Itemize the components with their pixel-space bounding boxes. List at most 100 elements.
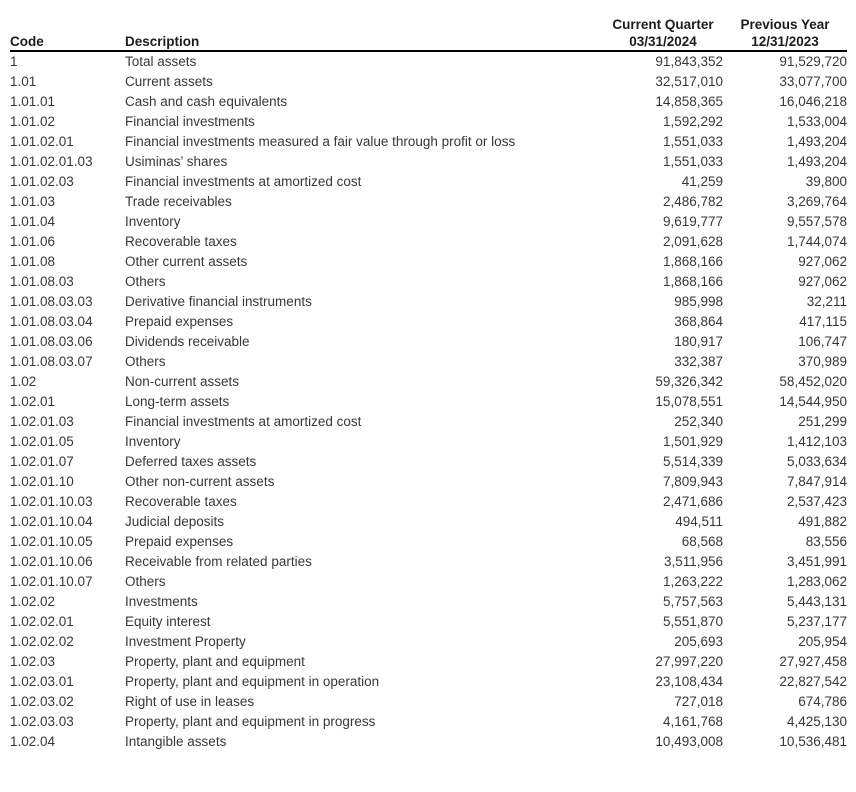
description-cell: Receivable from related parties	[125, 553, 312, 569]
description-cell: Non-current assets	[125, 373, 240, 389]
description-cell: Other current assets	[125, 253, 248, 269]
current-quarter-cell: 1,263,222	[662, 573, 723, 589]
code-cell: 1.02.01.03	[10, 413, 74, 429]
header-description: Description	[125, 16, 603, 52]
current-quarter-cell: 3,511,956	[663, 553, 723, 569]
description-cell: Prepaid expenses	[125, 533, 234, 549]
description-cell: Equity interest	[125, 613, 211, 629]
description-cell: Usiminas’ shares	[125, 153, 228, 169]
current-quarter-cell: 9,619,777	[662, 213, 723, 229]
previous-year-cell: 14,544,950	[779, 393, 847, 409]
current-quarter-cell: 32,517,010	[655, 73, 723, 89]
current-quarter-cell: 4,161,768	[662, 713, 723, 729]
description-cell: Deferred taxes assets	[125, 453, 257, 469]
code-cell: 1.02.01.10.05	[10, 533, 93, 549]
code-cell: 1.02.01.10.03	[10, 493, 93, 509]
table-row: 1.01.02 Financial investments 1,592,292 1,5…	[10, 111, 847, 131]
previous-year-cell: 106,747	[798, 333, 847, 349]
description-cell: Prepaid expenses	[125, 313, 234, 329]
description-cell: Property, plant and equipment in progres…	[125, 713, 376, 729]
table-row: 1.01.08.03.04 Prepaid expenses 368,864 417,…	[10, 311, 847, 331]
table-body: 1 Total assets 91,843,352 91,529,720 1.01 Cur…	[10, 51, 847, 751]
current-quarter-cell: 368,864	[674, 313, 723, 329]
header-current-quarter-date: 03/31/2024	[629, 34, 697, 49]
previous-year-cell: 39,800	[805, 173, 847, 189]
current-quarter-cell: 41,259	[681, 173, 723, 189]
code-cell: 1.01.03	[10, 193, 56, 209]
current-quarter-cell: 985,998	[674, 293, 723, 309]
header-previous-year-date: 12/31/2023	[751, 34, 819, 49]
table-row: 1.01.08.03 Others 1,868,166 927,062	[10, 271, 847, 291]
current-quarter-cell: 15,078,551	[655, 393, 723, 409]
table-row: 1.02.01.10.05 Prepaid expenses 68,568 83,55…	[10, 531, 847, 551]
previous-year-cell: 83,556	[805, 533, 847, 549]
table-row: 1.01.01 Cash and cash equivalents 14,858,3…	[10, 91, 847, 111]
previous-year-cell: 205,954	[798, 633, 847, 649]
table-row: 1.01.06 Recoverable taxes 2,091,628 1,744,0…	[10, 231, 847, 251]
description-cell: Cash and cash equivalents	[125, 93, 288, 109]
current-quarter-cell: 2,471,686	[662, 493, 723, 509]
code-cell: 1.02.01.07	[10, 453, 74, 469]
description-cell: Dividends receivable	[125, 333, 250, 349]
previous-year-cell: 417,115	[799, 313, 847, 329]
table-row: 1.01.03 Trade receivables 2,486,782 3,269,7…	[10, 191, 847, 211]
description-cell: Financial investments	[125, 113, 255, 129]
description-cell: Others	[125, 273, 166, 289]
code-cell: 1.02.01.10.07	[10, 573, 93, 589]
table-row: 1.01.08.03.07 Others 332,387 370,989	[10, 351, 847, 371]
table-row: 1.01.08.03.06 Dividends receivable 180,917…	[10, 331, 847, 351]
previous-year-cell: 22,827,542	[779, 673, 847, 689]
previous-year-cell: 1,533,004	[786, 113, 847, 129]
code-cell: 1.02.01.10	[10, 473, 74, 489]
table-row: 1.02.01.10 Other non-current assets 7,809,…	[10, 471, 847, 491]
financial-statement-page: Code Description Current Quarter 03/31/2…	[0, 16, 856, 792]
code-cell: 1.01.08.03.07	[10, 353, 93, 369]
description-cell: Investment Property	[125, 633, 246, 649]
description-cell: Recoverable taxes	[125, 493, 237, 509]
current-quarter-cell: 1,501,929	[662, 433, 723, 449]
current-quarter-cell: 10,493,008	[655, 733, 723, 749]
code-cell: 1.01.02	[10, 113, 56, 129]
table-row: 1.02.04 Intangible assets 10,493,008 10,536…	[10, 731, 847, 751]
table-row: 1.02.01.10.04 Judicial deposits 494,511 491…	[10, 511, 847, 531]
current-quarter-cell: 1,592,292	[662, 113, 723, 129]
previous-year-cell: 3,451,991	[786, 553, 847, 569]
table-row: 1.02.03 Property, plant and equipment 27,9…	[10, 651, 847, 671]
previous-year-cell: 91,529,720	[779, 54, 847, 69]
code-cell: 1.02	[10, 373, 37, 389]
previous-year-cell: 1,283,062	[786, 573, 847, 589]
current-quarter-cell: 91,843,352	[655, 54, 723, 69]
code-cell: 1.02.03.02	[10, 693, 74, 709]
description-cell: Current assets	[125, 73, 213, 89]
previous-year-cell: 1,493,204	[786, 153, 847, 169]
previous-year-cell: 3,269,764	[786, 193, 847, 209]
table-row: 1.02.01.03 Financial investments at amort…	[10, 411, 847, 431]
code-cell: 1.01.02.01	[10, 133, 74, 149]
previous-year-cell: 491,882	[798, 513, 847, 529]
table-row: 1.02.02 Investments 5,757,563 5,443,131	[10, 591, 847, 611]
table-row: 1.02.01.10.06 Receivable from related par…	[10, 551, 847, 571]
description-cell: Financial investments measured a fair va…	[125, 133, 516, 149]
description-cell: Trade receivables	[125, 193, 232, 209]
previous-year-cell: 4,425,130	[786, 713, 847, 729]
header-row: Code Description Current Quarter 03/31/2…	[10, 16, 847, 52]
current-quarter-cell: 1,868,166	[662, 273, 723, 289]
code-cell: 1.01.02.01.03	[10, 153, 93, 169]
table-row: 1.01.08.03.03 Derivative financial instru…	[10, 291, 847, 311]
current-quarter-cell: 68,568	[681, 533, 723, 549]
current-quarter-cell: 1,868,166	[662, 253, 723, 269]
previous-year-cell: 927,062	[798, 253, 847, 269]
header-current-quarter: Current Quarter 03/31/2024	[603, 16, 723, 52]
current-quarter-cell: 14,858,365	[655, 93, 723, 109]
code-cell: 1.01.08.03.06	[10, 333, 93, 349]
previous-year-cell: 1,493,204	[786, 133, 847, 149]
table-row: 1.02.01.05 Inventory 1,501,929 1,412,103	[10, 431, 847, 451]
previous-year-cell: 9,557,578	[786, 213, 847, 229]
table-row: 1.01.02.01.03 Usiminas’ shares 1,551,033 1,…	[10, 151, 847, 171]
description-cell: Recoverable taxes	[125, 233, 237, 249]
description-cell: Property, plant and equipment in operati…	[125, 673, 380, 689]
code-cell: 1.01	[10, 73, 37, 89]
code-cell: 1.02.03.01	[10, 673, 74, 689]
description-cell: Judicial deposits	[125, 513, 225, 529]
previous-year-cell: 5,443,131	[786, 593, 847, 609]
